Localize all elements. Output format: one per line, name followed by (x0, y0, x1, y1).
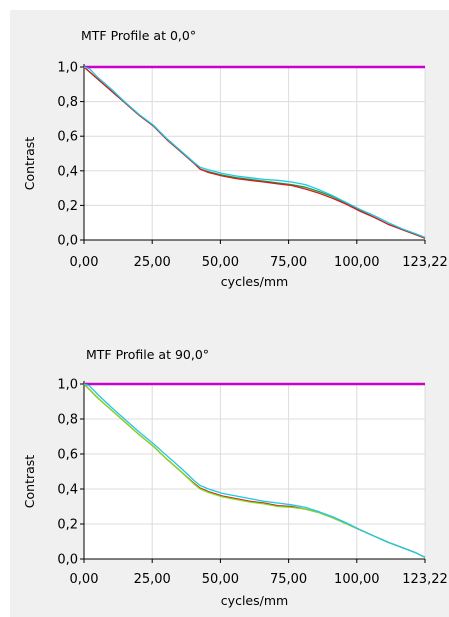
y-tick-label: 0,0 (57, 553, 78, 568)
x-axis-label: cycles/mm (221, 274, 288, 289)
y-tick-label: 0,4 (57, 483, 78, 498)
mtf-chart-1: 0,00 25,00 50,00 75,00 100,00 123,22 0,0 0,2 0,4… (22, 28, 448, 289)
x-tick-label: 25,00 (134, 255, 171, 270)
x-tick-label: 75,00 (270, 572, 307, 587)
plot-area (84, 384, 425, 559)
y-tick-label: 0,4 (57, 164, 78, 179)
mtf-chart-2: 0,00 25,00 50,00 75,00 100,00 123,22 0,0 0,2 0,4… (22, 347, 448, 608)
y-tick-label: 0,6 (57, 448, 78, 463)
mtf-plots: 0,00 25,00 50,00 75,00 100,00 123,22 0,0 0,2 0,4… (22, 28, 448, 608)
x-tick-label: 123,22 (402, 255, 448, 270)
x-tick-label: 0,00 (70, 572, 99, 587)
y-axis-label: Contrast (22, 455, 37, 509)
y-tick-label: 0,6 (57, 130, 78, 145)
x-axis-label: cycles/mm (221, 593, 288, 608)
x-tick-label: 50,00 (202, 255, 239, 270)
plot-area (84, 67, 425, 240)
y-tick-label: 1,0 (57, 378, 78, 393)
x-tick-label: 123,22 (402, 572, 448, 587)
plot-panel: 0,00 25,00 50,00 75,00 100,00 123,22 0,0 0,2 0,4… (10, 10, 449, 617)
y-axis-label: Contrast (22, 137, 37, 191)
series-line-4 (83, 383, 426, 558)
x-tick-label: 100,00 (334, 572, 380, 587)
y-tick-label: 0,8 (57, 413, 78, 428)
chart-title: MTF Profile at 90,0° (86, 347, 209, 362)
y-tick-label: 0,2 (57, 199, 78, 214)
x-tick-label: 100,00 (334, 255, 380, 270)
y-tick-label: 0,0 (57, 234, 78, 249)
x-tick-label: 75,00 (270, 255, 307, 270)
x-tick-label: 0,00 (70, 255, 99, 270)
y-tick-label: 0,8 (57, 95, 78, 110)
chart-title: MTF Profile at 0,0° (81, 28, 196, 43)
x-tick-label: 50,00 (202, 572, 239, 587)
y-tick-label: 1,0 (57, 61, 78, 76)
y-tick-label: 0,2 (57, 518, 78, 533)
series-line-4 (83, 66, 426, 239)
x-tick-label: 25,00 (134, 572, 171, 587)
